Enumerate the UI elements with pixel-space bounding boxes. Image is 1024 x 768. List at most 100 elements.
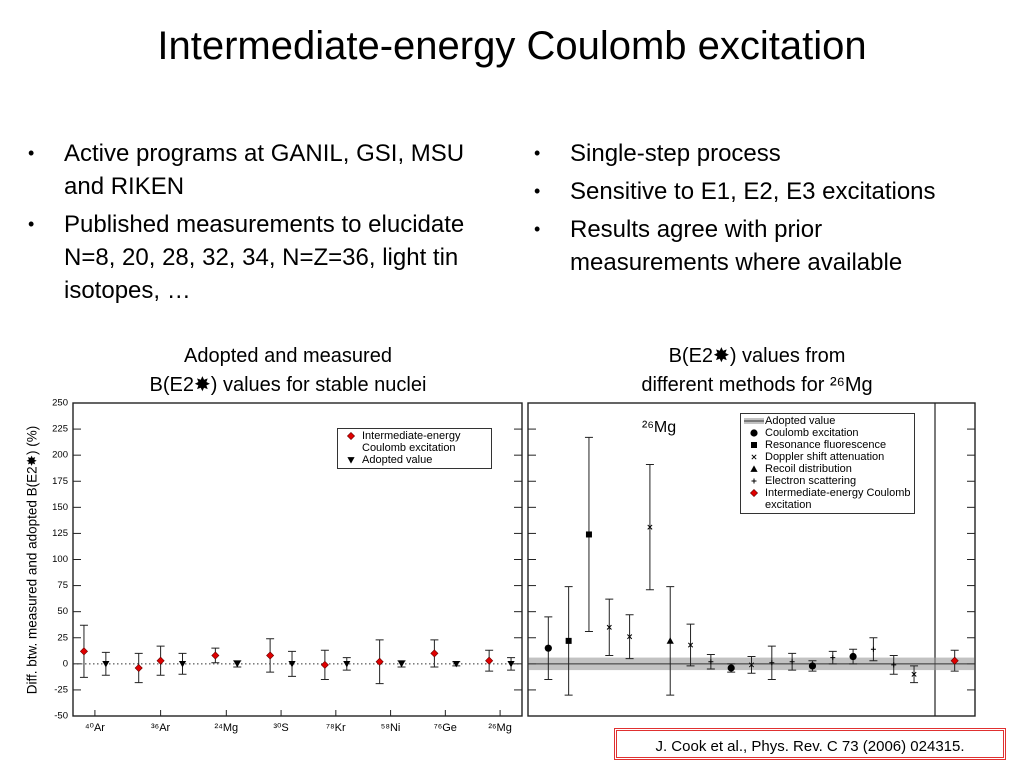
legend-symbol: [744, 418, 764, 424]
y-tick-label: 150: [52, 502, 68, 513]
data-point: [233, 660, 241, 668]
data-point: [891, 662, 897, 668]
caption-line: Adopted and measured: [184, 345, 392, 367]
chart-caption: B(E2✸) values from different methods for…: [557, 342, 957, 400]
x-tick-label: ⁴⁰Ar: [85, 722, 105, 734]
data-point: [343, 660, 351, 668]
data-point: [288, 660, 296, 668]
data-point: [748, 662, 755, 668]
legend-marker: [751, 454, 757, 460]
data-point: [666, 637, 674, 644]
slide-title: Intermediate-energy Coulomb excitation: [157, 24, 867, 68]
legend-entry: Electron scattering: [743, 475, 911, 487]
data-point: [606, 624, 612, 630]
x-tick-label: ⁵⁸Ni: [381, 722, 401, 734]
legend-label: Electron scattering: [765, 475, 857, 487]
legend: Adopted value Coulomb excitation Resonance…: [740, 413, 915, 514]
legend-entry: Recoil distribution: [743, 463, 911, 475]
data-point: [911, 671, 917, 677]
legend-entry: Intermediate-energy Coulomb excitation: [340, 430, 488, 454]
y-tick-label: 125: [52, 528, 68, 539]
caption-line: B(E2✸) values from: [668, 345, 846, 367]
data-point: [452, 660, 460, 668]
legend-label: Adopted value: [362, 454, 433, 466]
bullet-list: Single-step process Sensitive to E1, E2, …: [534, 137, 970, 284]
legend-symbol: [750, 429, 758, 437]
data-point: [156, 656, 165, 665]
legend-symbol: [750, 465, 758, 472]
data-point: [102, 660, 110, 668]
y-axis-label: Diff. btw. measured and adopted B(E2✸) (…: [25, 426, 40, 694]
data-point: [485, 656, 494, 665]
bullet: Sensitive to E1, E2, E3 excitations: [534, 175, 970, 208]
legend-marker: [749, 488, 759, 498]
data-point: [375, 657, 384, 666]
legend-marker: [750, 429, 758, 437]
caption-line: B(E2✸) values for stable nuclei: [149, 374, 427, 396]
legend-label: Resonance fluorescence: [765, 439, 887, 451]
legend-label: Intermediate-energy Coulomb excitation: [765, 487, 911, 511]
y-tick-label: -25: [54, 684, 68, 695]
y-tick-label: 200: [52, 450, 68, 461]
x-tick-label: ²⁴Mg: [214, 722, 238, 734]
data-point: [397, 660, 406, 668]
x-tick-label: ⁷⁶Ge: [434, 722, 457, 734]
legend-symbol: [751, 454, 757, 460]
legend: Intermediate-energy Coulomb excitation Ad…: [337, 428, 492, 469]
data-point: [870, 646, 876, 652]
data-point: [266, 651, 275, 660]
legend-label: Recoil distribution: [765, 463, 852, 475]
legend-entry: Adopted value: [743, 415, 911, 427]
bullet: Results agree with prior measurements wh…: [534, 213, 970, 279]
data-point: [565, 637, 572, 644]
legend-label: Adopted value: [765, 415, 836, 427]
y-tick-label: 50: [57, 606, 68, 617]
legend-marker: [751, 442, 757, 448]
x-tick-label: ³⁶Ar: [151, 722, 171, 734]
legend-entry: Adopted value: [340, 454, 488, 466]
legend-marker: [346, 431, 356, 441]
legend-entry: Intermediate-energy Coulomb excitation: [743, 487, 911, 511]
data-point: [708, 659, 714, 665]
legend-marker: [750, 465, 758, 472]
data-point: [544, 644, 552, 652]
data-point: [585, 531, 592, 538]
data-point: [789, 659, 795, 665]
legend-symbol: [751, 442, 757, 448]
data-point: [211, 651, 220, 660]
x-tick-label: ²⁶Mg: [488, 722, 511, 734]
y-tick-label: 75: [57, 580, 68, 591]
legend-symbol: [346, 431, 356, 441]
bullet: Active programs at GANIL, GSI, MSU and R…: [28, 137, 473, 203]
legend-label: Intermediate-energy Coulomb excitation: [362, 430, 461, 454]
legend-entry: Resonance fluorescence: [743, 439, 911, 451]
legend-entry: Doppler shift attenuation: [743, 451, 911, 463]
data-point: [178, 660, 187, 668]
y-tick-label: 100: [52, 554, 68, 565]
data-point: [79, 647, 88, 656]
annotation: ²⁶Mg: [642, 419, 676, 436]
data-point: [830, 655, 836, 661]
data-point: [769, 660, 775, 666]
data-point: [134, 663, 143, 673]
data-point: [808, 662, 817, 670]
data-point: [507, 660, 515, 668]
data-point: [849, 652, 857, 661]
reference: J. Cook et al., Phys. Rev. C 73 (2006) 0…: [614, 728, 1006, 760]
data-point: [950, 656, 959, 665]
data-point: [627, 634, 633, 640]
x-tick-label: ⁷⁸Kr: [326, 722, 346, 734]
legend-symbol: [347, 457, 355, 464]
data-point: [727, 664, 735, 672]
y-tick-label: 0: [63, 658, 68, 669]
y-tick-label: 175: [52, 476, 68, 487]
bullet-list: Active programs at GANIL, GSI, MSU and R…: [28, 137, 473, 312]
data-point: [320, 660, 329, 669]
legend-symbol: [751, 478, 757, 484]
y-tick-label: 225: [52, 424, 68, 435]
legend-label: Coulomb excitation: [765, 427, 859, 439]
legend-marker: [751, 478, 757, 484]
data-point: [687, 642, 694, 648]
